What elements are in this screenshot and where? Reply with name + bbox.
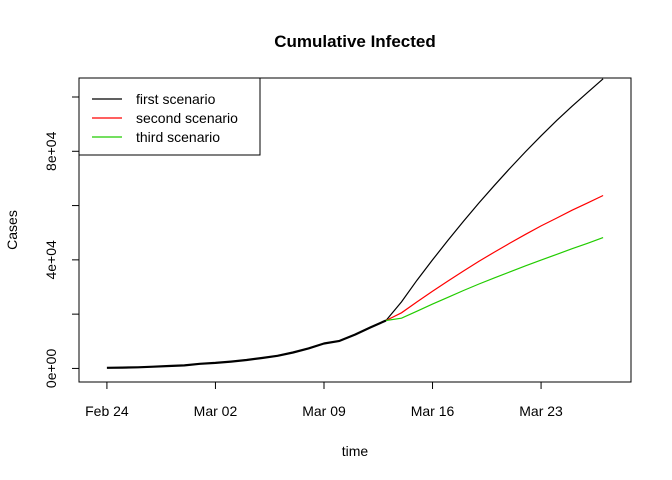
y-tick-label: 4e+04 xyxy=(43,240,59,280)
x-axis-label: time xyxy=(342,443,369,459)
series-line-2 xyxy=(385,194,604,322)
x-tick-label: Mar 02 xyxy=(194,403,238,419)
x-tick-label: Mar 09 xyxy=(302,403,346,419)
series-layer xyxy=(106,78,604,369)
legend-label-2: second scenario xyxy=(136,110,238,126)
y-tick-label: 0e+00 xyxy=(43,349,59,389)
legend-label-3: third scenario xyxy=(136,129,220,145)
x-tick-label: Mar 16 xyxy=(411,403,455,419)
y-axis-label: Cases xyxy=(4,210,20,250)
x-tick-label: Feb 24 xyxy=(85,403,129,419)
series-line-1 xyxy=(385,78,604,321)
y-axis: 0e+00 4e+04 8e+04 xyxy=(43,96,80,389)
x-axis: Feb 24 Mar 02 Mar 09 Mar 16 Mar 23 xyxy=(85,381,563,419)
legend-box xyxy=(78,77,261,156)
x-tick-label: Mar 23 xyxy=(519,403,563,419)
y-tick-label: 8e+04 xyxy=(43,131,59,171)
legend: first scenario second scenario third scena… xyxy=(78,77,261,156)
observed-line xyxy=(106,319,387,369)
series-line-3 xyxy=(385,237,604,322)
chart-title: Cumulative Infected xyxy=(274,32,436,51)
legend-label-1: first scenario xyxy=(136,91,216,107)
